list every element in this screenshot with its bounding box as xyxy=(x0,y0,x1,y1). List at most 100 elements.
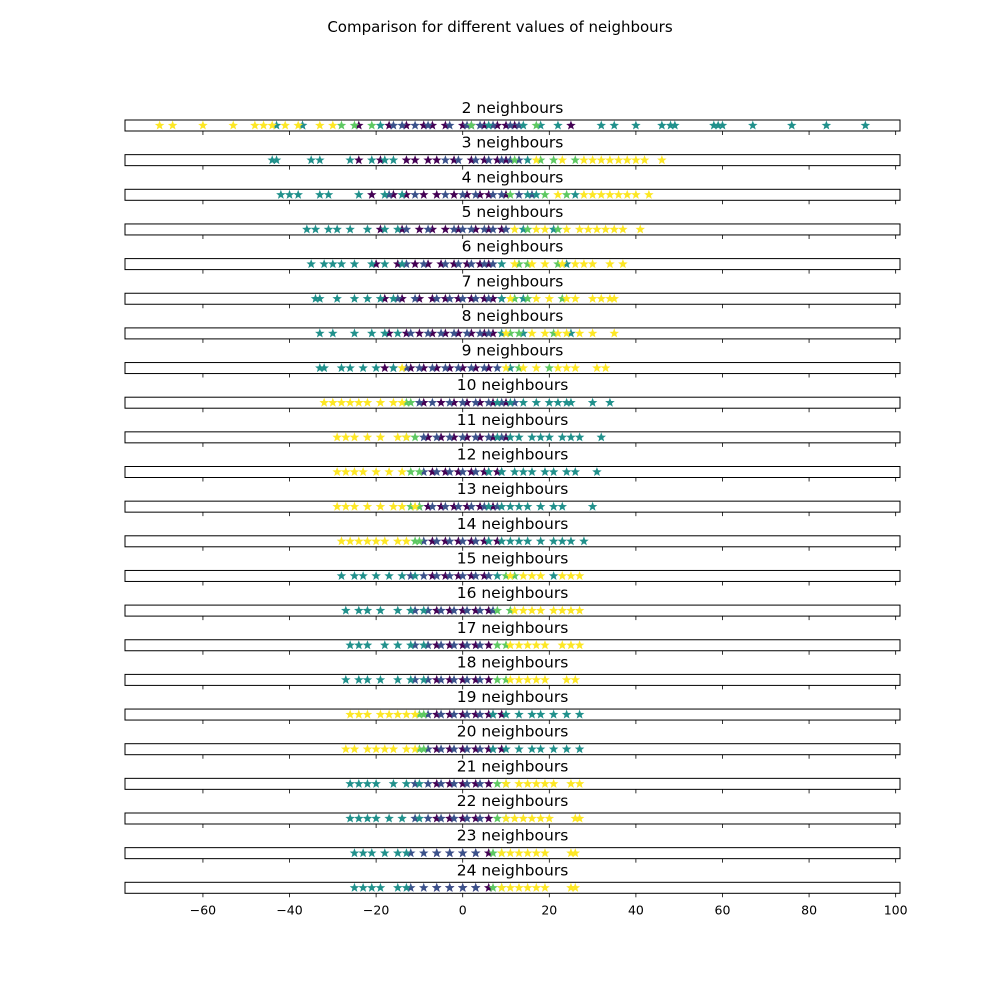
panel-frame xyxy=(124,708,901,721)
data-point xyxy=(427,293,438,303)
data-point xyxy=(501,570,511,580)
data-point xyxy=(449,189,459,199)
data-point xyxy=(444,120,455,130)
data-point xyxy=(462,674,472,684)
data-point xyxy=(427,224,438,234)
data-point xyxy=(410,189,420,199)
data-point xyxy=(410,605,420,615)
panel: 11 neighbours xyxy=(124,411,901,447)
data-point xyxy=(436,813,446,823)
data-point xyxy=(535,744,546,754)
x-tick-label: 0 xyxy=(459,902,467,917)
data-point xyxy=(531,848,542,858)
data-point xyxy=(492,674,503,684)
data-point xyxy=(509,155,520,165)
data-point xyxy=(492,640,503,650)
data-point xyxy=(332,501,342,511)
data-point xyxy=(457,605,468,615)
data-point xyxy=(371,744,381,754)
data-point xyxy=(470,570,481,580)
data-point xyxy=(388,744,399,754)
data-point xyxy=(475,432,485,442)
data-point xyxy=(592,224,602,234)
data-point xyxy=(479,155,490,165)
data-point xyxy=(358,848,368,858)
data-point xyxy=(341,467,351,477)
data-point xyxy=(367,882,377,892)
data-point xyxy=(492,778,503,788)
data-point xyxy=(354,640,364,650)
panel-title: 11 neighbours xyxy=(457,411,569,429)
data-point xyxy=(414,744,425,754)
data-point xyxy=(483,813,494,823)
data-point xyxy=(518,813,529,823)
data-point xyxy=(436,328,446,338)
data-point xyxy=(596,120,607,130)
data-point xyxy=(444,778,455,788)
data-point xyxy=(284,189,295,199)
data-point xyxy=(561,328,572,338)
data-point xyxy=(514,882,524,892)
data-point xyxy=(557,259,568,269)
data-point xyxy=(401,744,412,754)
data-point xyxy=(527,813,537,823)
data-point xyxy=(440,467,451,477)
data-point xyxy=(418,536,429,546)
data-point xyxy=(505,155,516,165)
data-point xyxy=(457,640,468,650)
data-point xyxy=(540,259,550,269)
data-point xyxy=(600,363,611,373)
data-point xyxy=(540,848,550,858)
panel-frame xyxy=(124,466,901,478)
data-point xyxy=(336,259,347,269)
data-point xyxy=(527,709,537,719)
data-point xyxy=(470,155,481,165)
data-point xyxy=(470,397,481,407)
data-point xyxy=(418,363,429,373)
data-point xyxy=(345,397,355,407)
data-point xyxy=(375,120,386,130)
data-point xyxy=(393,674,403,684)
data-point xyxy=(457,848,468,858)
data-point xyxy=(479,259,490,269)
data-point xyxy=(449,605,459,615)
data-point xyxy=(717,120,728,130)
data-point xyxy=(410,259,420,269)
data-point xyxy=(514,259,524,269)
data-point xyxy=(514,536,524,546)
data-point xyxy=(483,120,494,130)
data-point xyxy=(306,155,316,165)
data-point xyxy=(470,848,481,858)
data-point xyxy=(613,155,624,165)
data-point xyxy=(362,224,373,234)
data-point xyxy=(609,120,619,130)
data-point xyxy=(375,155,386,165)
data-point xyxy=(449,259,459,269)
panel-frame xyxy=(124,743,901,756)
data-point xyxy=(418,467,429,477)
data-point xyxy=(349,293,360,303)
data-point xyxy=(375,674,386,684)
data-point xyxy=(418,882,429,892)
data-point xyxy=(453,570,464,580)
data-point xyxy=(557,432,568,442)
data-point xyxy=(336,397,347,407)
data-point xyxy=(367,189,377,199)
data-point xyxy=(509,120,520,130)
data-point xyxy=(349,467,360,477)
panel: 21 neighbours xyxy=(124,757,901,794)
data-point xyxy=(367,120,377,130)
data-point xyxy=(609,293,619,303)
data-point xyxy=(527,570,537,580)
data-point xyxy=(462,120,472,130)
data-point xyxy=(596,432,607,442)
data-point xyxy=(470,363,481,373)
data-point xyxy=(514,674,524,684)
data-point xyxy=(631,189,641,199)
data-point xyxy=(548,155,559,165)
panel-frame xyxy=(124,258,901,271)
panel-frame xyxy=(124,847,901,860)
data-point xyxy=(479,363,490,373)
data-point xyxy=(579,155,589,165)
data-point xyxy=(570,882,581,892)
